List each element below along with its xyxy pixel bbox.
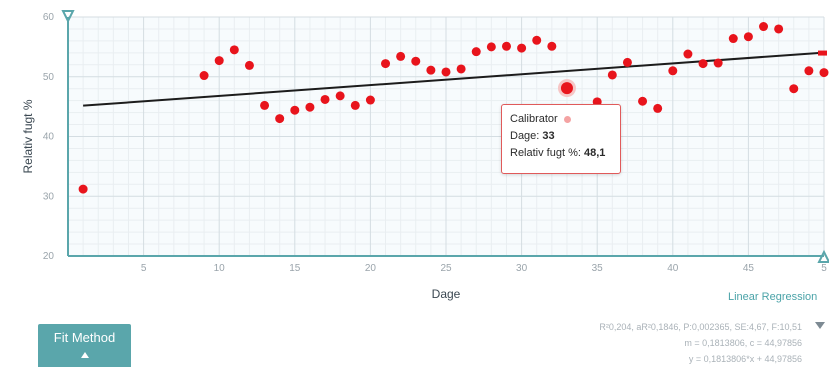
data-point	[365, 95, 375, 105]
data-point	[456, 64, 466, 74]
tooltip-y-label: Relativ fugt %:	[510, 147, 581, 159]
data-point	[713, 58, 723, 68]
range-handles[interactable]	[61, 10, 829, 263]
data-point	[532, 35, 542, 45]
data-point	[305, 102, 315, 112]
data-point	[819, 68, 829, 78]
y-tick-label: 20	[43, 251, 55, 262]
tooltip-y-row: Relativ fugt %: 48,1	[510, 145, 612, 162]
data-point	[653, 103, 663, 113]
x-tick-labels: 5 10 15 20 25 30 35 40 45 5	[141, 263, 827, 274]
x-tick-label: 15	[289, 263, 301, 274]
fit-stats-equation: y = 0,1813806*x + 44,97856	[689, 354, 802, 364]
data-point	[607, 70, 617, 80]
stats-dropdown-icon[interactable]	[815, 322, 825, 329]
y-tick-labels: 20 30 40 50 60	[43, 12, 55, 262]
regression-end-marker	[818, 50, 827, 56]
x-tick-label: 40	[667, 263, 679, 274]
linear-regression-link[interactable]: Linear Regression	[728, 291, 818, 303]
point-tooltip: Calibrator Dage: 33 Relativ fugt %: 48,1	[501, 104, 621, 174]
data-point	[381, 59, 391, 69]
data-point	[411, 56, 421, 66]
fit-method-button[interactable]: Fit Method	[38, 324, 131, 367]
data-point	[275, 114, 285, 124]
data-point	[244, 60, 254, 70]
data-point	[622, 57, 632, 67]
x-tick-label: 45	[743, 263, 755, 274]
x-axis-label: Dage	[432, 287, 461, 301]
data-point	[396, 51, 406, 61]
data-point	[229, 45, 239, 55]
fit-stats-coefficients: m = 0,1813806, c = 44,97856	[684, 338, 802, 348]
x-range-handle-icon[interactable]	[817, 249, 829, 263]
data-point	[759, 22, 769, 32]
x-tick-label: 20	[365, 263, 377, 274]
data-point	[517, 43, 527, 53]
data-point	[199, 71, 209, 81]
y-range-handle-icon[interactable]	[61, 10, 75, 24]
data-point	[547, 41, 557, 51]
data-point	[728, 34, 738, 44]
y-tick-label: 30	[43, 191, 55, 202]
data-point	[78, 184, 88, 194]
x-tick-label: 5	[821, 263, 827, 274]
fit-method-label: Fit Method	[53, 330, 116, 345]
data-point	[471, 47, 481, 57]
data-point	[335, 91, 345, 101]
x-tick-label: 35	[592, 263, 604, 274]
data-point	[426, 65, 436, 75]
tooltip-y-value: 48,1	[583, 147, 606, 159]
y-tick-label: 40	[43, 132, 55, 143]
tooltip-x-value: 33	[542, 130, 555, 142]
highlighted-data-point	[560, 82, 573, 95]
x-tick-label: 30	[516, 263, 528, 274]
data-point	[698, 59, 708, 69]
data-point	[320, 94, 330, 104]
data-point	[743, 32, 753, 42]
tooltip-series-row: Calibrator	[510, 111, 612, 128]
data-point	[638, 96, 648, 106]
data-point	[804, 66, 814, 76]
chevron-up-icon	[80, 352, 89, 358]
tooltip-x-row: Dage: 33	[510, 128, 612, 145]
data-point	[668, 66, 678, 76]
data-point	[683, 49, 693, 59]
data-point	[789, 84, 799, 94]
axes	[67, 17, 824, 257]
data-point	[501, 41, 511, 51]
series-color-icon	[563, 115, 571, 123]
x-tick-label: 25	[440, 263, 452, 274]
y-axis-label: Relativ fugt %	[21, 99, 35, 173]
tooltip-series-name: Calibrator	[510, 113, 558, 125]
fit-stats-summary: R²0,204, aR²0,1846, P:0,002365, SE:4,67,…	[599, 322, 802, 332]
data-point	[290, 105, 300, 115]
data-point	[486, 42, 496, 52]
x-tick-label: 5	[141, 263, 147, 274]
data-point	[260, 100, 270, 110]
tooltip-x-label: Dage:	[510, 130, 540, 142]
data-point	[441, 67, 451, 77]
x-tick-label: 10	[214, 263, 226, 274]
y-tick-label: 50	[43, 72, 55, 83]
y-tick-label: 60	[43, 12, 55, 23]
data-point	[774, 24, 784, 34]
data-point	[350, 100, 360, 110]
data-point	[214, 56, 224, 66]
